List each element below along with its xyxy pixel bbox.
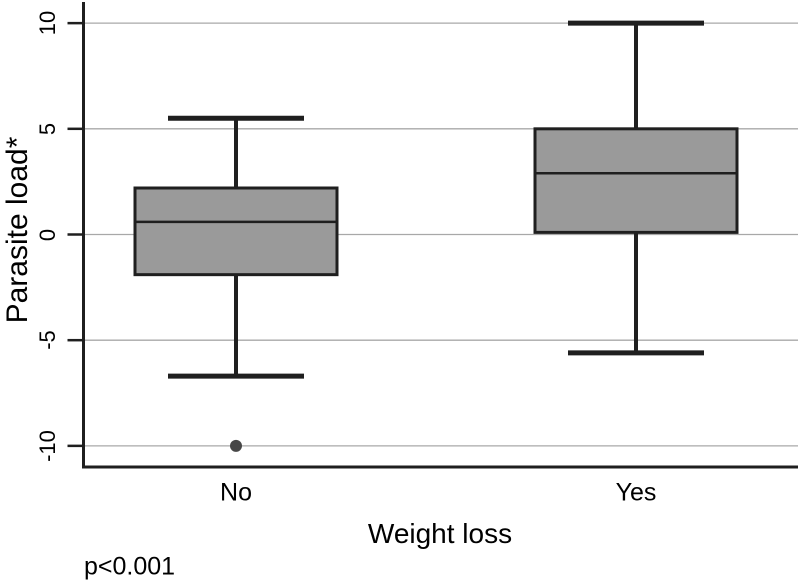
y-tick-label: -5 [35, 330, 60, 350]
x-axis-title: Weight loss [367, 518, 513, 549]
p-value-annotation: p<0.001 [84, 552, 176, 581]
y-tick-label: 0 [35, 228, 60, 241]
iqr-box [133, 186, 339, 277]
outlier-point [230, 439, 242, 452]
iqr-box [533, 127, 739, 234]
y-axis-title: Parasite load* [1, 136, 34, 324]
x-category-label-no: No [220, 478, 252, 507]
y-tick-label: -10 [35, 429, 60, 462]
y-tick-label: 10 [35, 10, 60, 36]
x-category-label-yes: Yes [615, 478, 657, 507]
y-tick-label: 5 [35, 122, 60, 135]
